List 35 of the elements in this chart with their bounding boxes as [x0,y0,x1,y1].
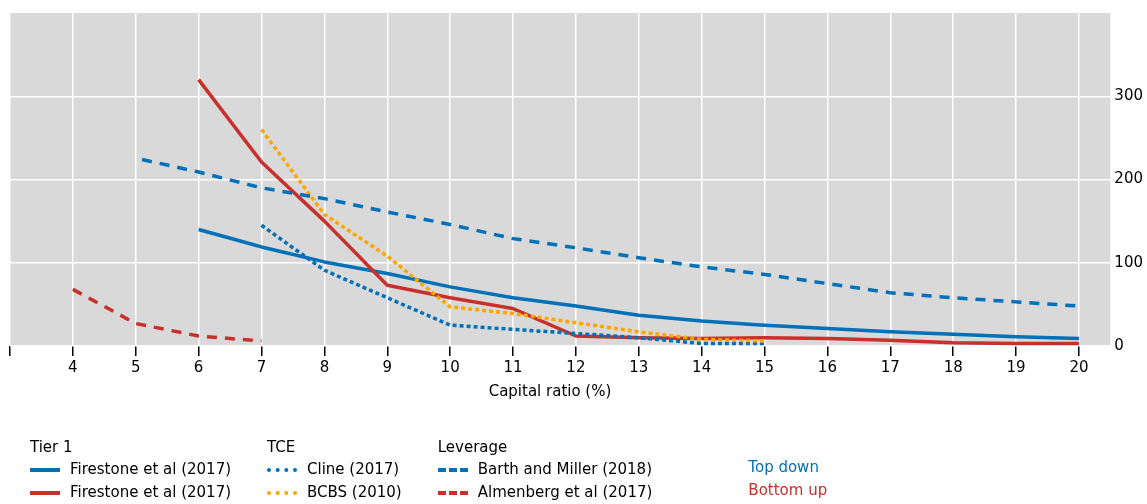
y-tick-label: 0 [1114,335,1124,354]
x-tick-label: 16 [817,357,837,376]
x-tick-label: 12 [566,357,586,376]
y-tick-label: 300 [1114,86,1144,105]
x-tick-label: 20 [1069,357,1089,376]
x-tick-label: 10 [440,357,460,376]
x-tick-label: 13 [629,357,649,376]
y-tick-label: 100 [1114,252,1144,271]
y-tick-label: 200 [1114,169,1144,188]
legend-label: Firestone et al (2017) [70,482,232,503]
text: Tier 1 [30,437,74,458]
x-tick-label: 15 [754,357,775,376]
text: Top down [748,457,820,478]
legend-label: Cline (2017) [307,459,400,480]
x-tick-label: 14 [692,357,712,376]
x-tick-label: 4 [68,357,78,376]
x-tick-label: 9 [382,357,393,376]
x-tick-label: 17 [880,357,900,376]
legend-label: Firestone et al (2017) [70,459,232,480]
legend-label: BCBS (2010) [307,482,402,503]
text: TCE [267,437,297,458]
legend-label: Almenberg et al (2017) [477,482,653,503]
line-series [259,127,767,343]
line-series [71,287,264,343]
x-tick-label: 11 [503,357,523,376]
x-axis-title: Capital ratio (%) [487,382,613,400]
text: Bottom up [748,480,828,501]
x-tick-label: 19 [1006,357,1026,376]
x-tick-label: 6 [193,357,204,376]
x-tick-label: 8 [319,357,330,376]
legend-label: Barth and Miller (2018) [477,459,653,480]
x-tick-label: 7 [256,357,267,376]
x-tick-label: 5 [130,357,141,376]
text: Leverage [437,437,509,458]
x-tick-label: 18 [943,357,963,376]
